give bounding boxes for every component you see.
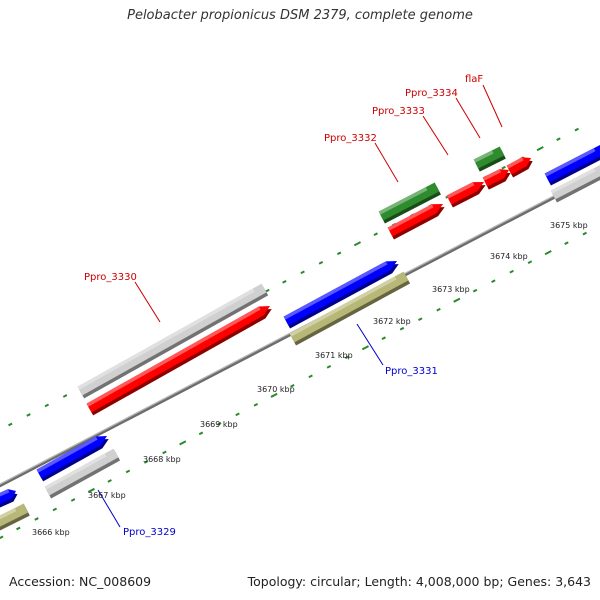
rna-flaF	[473, 146, 506, 172]
gene-label-ppro_3333[interactable]: Ppro_3333	[372, 106, 425, 117]
gene-label-ppro_3334[interactable]: Ppro_3334	[405, 88, 458, 99]
tick-mark-lower	[70, 498, 76, 502]
cds-ppro_3331	[283, 261, 399, 329]
tick-mark-lower	[290, 383, 295, 388]
tick-label: 3670 kbp	[257, 385, 295, 394]
tick-mark-lower	[107, 479, 112, 483]
cds-flaF	[506, 157, 533, 178]
tick-mark-lower	[179, 440, 187, 446]
tick-mark-upper	[373, 232, 378, 237]
tick-labels: 3666 kbp 3667 kbp 3668 kbp 3669 kbp 3670 kbp…	[32, 221, 588, 537]
tick-mark-lower	[217, 422, 222, 426]
tick-mark-lower	[544, 250, 552, 256]
callout-line	[134, 281, 161, 323]
cds-reverse	[36, 435, 109, 482]
tick-mark-lower	[253, 403, 259, 407]
tick-mark-upper	[574, 127, 579, 132]
tick-label: 3671 kbp	[315, 351, 353, 360]
tick-mark-upper	[44, 403, 50, 408]
tick-mark-lower	[0, 535, 4, 540]
gene-label-ppro_3332[interactable]: Ppro_3332	[324, 133, 377, 144]
tick-mark-lower	[491, 279, 496, 283]
cds-ppro_3330	[86, 305, 272, 416]
accession-text: Accession: NC_008609	[9, 574, 152, 589]
tick-mark-lower	[235, 412, 240, 417]
olive-feature	[0, 503, 30, 531]
tick-mark-lower	[582, 231, 587, 236]
tick-mark-lower	[16, 526, 21, 531]
tick-mark-lower	[472, 288, 478, 293]
tick-label: 3674 kbp	[490, 252, 528, 261]
feature-track	[0, 143, 600, 531]
tick-mark-lower	[198, 431, 204, 436]
tick-mark-lower	[34, 517, 39, 521]
tick-mark-lower	[399, 326, 405, 331]
tick-label: 3667 kbp	[88, 491, 126, 500]
tick-mark-lower	[270, 392, 278, 398]
tick-mark-lower	[87, 487, 95, 493]
tick-label: 3672 kbp	[373, 317, 411, 326]
tick-mark-upper	[501, 165, 506, 170]
tick-mark-lower	[162, 450, 167, 455]
rna-feature	[378, 182, 441, 224]
tick-mark-lower	[564, 241, 569, 245]
callout-line	[374, 142, 399, 183]
callout-line	[455, 97, 481, 139]
cds-ppro_3333	[446, 181, 486, 208]
callout-line	[482, 84, 503, 128]
cds-ppro_3334	[482, 169, 511, 190]
tick-label: 3666 kbp	[32, 528, 70, 537]
gene-label-ppro_3331[interactable]: Ppro_3331	[385, 366, 438, 377]
tick-mark-upper	[26, 413, 31, 417]
pseudo-gene-right	[550, 163, 600, 203]
tick-mark-lower	[453, 297, 461, 303]
tick-label: 3669 kbp	[200, 420, 238, 429]
tick-mark-lower	[361, 345, 370, 351]
tick-mark-upper	[353, 241, 362, 247]
tick-mark-upper	[336, 251, 342, 256]
tick-label: 3675 kbp	[550, 221, 588, 230]
tick-mark-lower	[509, 269, 514, 274]
map-title: Pelobacter propionicus DSM 2379, complet…	[127, 8, 473, 23]
callout-line	[422, 115, 449, 156]
pseudo-gene-bar	[44, 448, 121, 499]
olive-feature-ppro_3331	[289, 271, 411, 346]
cds-reverse-edge	[0, 489, 18, 508]
gene-label-ppro_3330[interactable]: Ppro_3330	[84, 272, 137, 283]
tick-mark-upper	[300, 270, 305, 275]
tick-mark-lower	[344, 355, 350, 360]
callout-line	[356, 323, 384, 366]
tick-mark-lower	[381, 336, 386, 341]
tick-mark-lower	[436, 307, 441, 312]
tick-mark-upper	[536, 146, 544, 152]
tick-mark-lower	[418, 317, 423, 322]
tick-label: 3668 kbp	[143, 455, 181, 464]
tick-mark-upper	[8, 422, 13, 427]
tick-label: 3673 kbp	[432, 285, 470, 294]
gene-label-ppro_3329[interactable]: Ppro_3329	[123, 527, 176, 538]
gene-callouts: Ppro_3330 Ppro_3332 Ppro_3333 Ppro_3334 flaF…	[84, 74, 503, 538]
callout-line	[97, 489, 121, 528]
tick-mark-lower	[308, 374, 313, 379]
cds-ppro_3332	[387, 203, 445, 240]
tick-mark-lower	[52, 507, 58, 512]
tick-mark-lower	[143, 460, 149, 464]
tick-mark-lower	[527, 260, 533, 264]
tick-mark-lower	[326, 364, 332, 369]
tick-mark-upper	[556, 137, 561, 141]
tick-mark-lower	[125, 469, 131, 474]
tick-mark-upper	[62, 394, 68, 398]
pseudo-gene-bar	[77, 283, 269, 399]
gene-label-flaf[interactable]: flaF	[465, 74, 483, 85]
cds-reverse-right	[544, 143, 600, 186]
tick-row-lower	[0, 231, 587, 540]
genome-summary-text: Topology: circular; Length: 4,008,000 bp…	[247, 574, 591, 589]
tick-mark-upper	[282, 279, 287, 284]
tick-mark-upper	[318, 260, 324, 265]
